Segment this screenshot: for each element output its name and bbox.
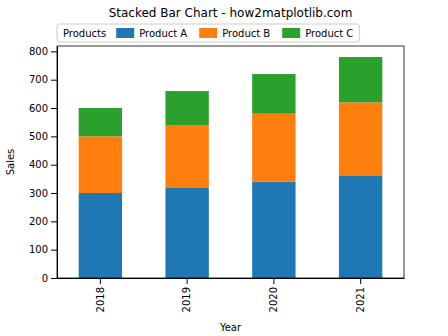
bar <box>339 176 382 278</box>
tick-mark <box>51 108 57 109</box>
tick-mark <box>51 165 57 166</box>
legend: Products Product A Product B Product C <box>57 24 359 42</box>
tick-mark <box>51 80 57 81</box>
bar <box>79 108 122 136</box>
tick-mark <box>51 278 57 279</box>
tick-mark <box>51 51 57 52</box>
tick-label: 400 <box>29 159 48 170</box>
tick: 700 <box>29 74 57 85</box>
bar <box>165 125 208 187</box>
legend-swatch <box>282 28 300 38</box>
tick-label: 600 <box>29 103 48 114</box>
tick-label: 100 <box>29 244 48 255</box>
plot: 0 100 200 300 400 500 600 700 800 2018 2019 2020 202… <box>29 46 405 312</box>
tick-label: 300 <box>29 188 48 199</box>
y-axis: 0 100 200 300 400 500 600 700 800 <box>29 46 58 284</box>
tick: 2019 <box>181 278 192 312</box>
bar <box>79 193 122 278</box>
tick-mark <box>51 193 57 194</box>
legend-item: Product B <box>199 28 270 39</box>
tick: 300 <box>29 188 57 199</box>
tick: 2021 <box>355 278 366 312</box>
legend-item: Product C <box>282 28 353 39</box>
tick-mark <box>51 221 57 222</box>
tick-label: 2020 <box>268 287 279 312</box>
tick: 500 <box>29 131 57 142</box>
bars <box>79 57 383 278</box>
bar <box>252 114 295 182</box>
tick: 600 <box>29 103 57 114</box>
bar <box>252 74 295 114</box>
tick: 0 <box>42 273 57 284</box>
tick: 400 <box>29 159 57 170</box>
legend-label: Product A <box>139 28 187 39</box>
bar <box>339 57 382 102</box>
bar <box>339 102 382 176</box>
tick-label: 700 <box>29 74 48 85</box>
legend-label: Product B <box>222 28 270 39</box>
y-axis-title: Sales <box>5 149 16 176</box>
legend-swatch <box>116 28 134 38</box>
tick: 200 <box>29 216 57 227</box>
tick-mark <box>100 278 101 284</box>
axis-line <box>58 278 405 279</box>
tick-label: 0 <box>42 273 48 284</box>
title: Stacked Bar Chart - how2matplotlib.com <box>109 6 353 20</box>
bar <box>79 136 122 193</box>
tick-label: 2019 <box>181 287 192 312</box>
bar-series <box>79 176 383 278</box>
bar <box>165 187 208 278</box>
tick-mark <box>51 136 57 137</box>
tick-label: 200 <box>29 216 48 227</box>
tick-mark <box>187 278 188 284</box>
frame <box>57 46 404 278</box>
bar <box>165 91 208 125</box>
x-axis: 2018 2019 2020 2021 <box>58 278 405 312</box>
bar-series <box>79 57 383 136</box>
tick-label: 2021 <box>355 287 366 312</box>
tick: 800 <box>29 46 57 57</box>
tick-mark <box>51 250 57 251</box>
tick: 100 <box>29 244 57 255</box>
tick-label: 800 <box>29 46 48 57</box>
tick: 2020 <box>268 278 279 312</box>
legend-frame <box>57 24 359 42</box>
tick-label: 500 <box>29 131 48 142</box>
legend-swatch <box>199 28 217 38</box>
tick-mark <box>273 278 274 284</box>
chart: Stacked Bar Chart - how2matplotlib.com 0 1… <box>0 0 448 336</box>
tick: 2018 <box>95 278 106 312</box>
bar <box>252 182 295 278</box>
legend-label: Product C <box>305 28 353 39</box>
tick-mark <box>360 278 361 284</box>
tick-label: 2018 <box>95 287 106 312</box>
bar-series <box>79 102 383 193</box>
axis-line <box>57 47 58 279</box>
legend-item: Product A <box>116 28 187 39</box>
x-axis-title: Year <box>219 322 242 333</box>
legend-title: Products <box>63 28 106 39</box>
